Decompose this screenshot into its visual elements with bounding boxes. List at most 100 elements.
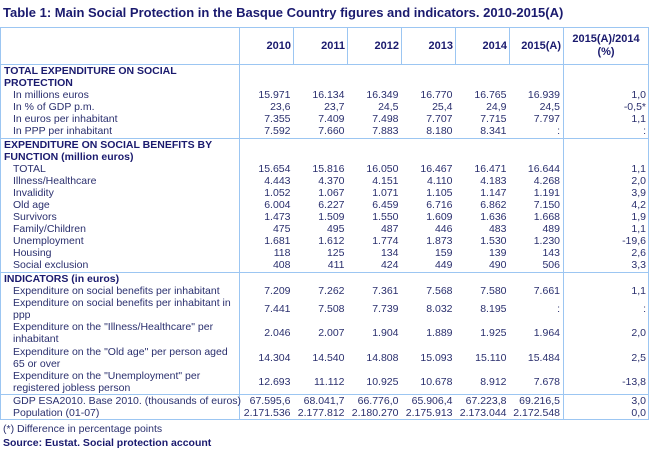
empty-cell	[563, 271, 649, 285]
change-cell: 3,9	[563, 187, 649, 199]
row-label: Population (01-07)	[0, 406, 240, 420]
value-cell-2011: 23,7	[324, 101, 345, 113]
value-cell-2014: 7.580	[480, 284, 507, 297]
change-cell: 4,2	[563, 199, 649, 211]
value-cell-2012: 487	[380, 223, 399, 235]
value-cell-2011: 2.007	[318, 327, 345, 339]
empty-cell	[509, 137, 564, 163]
value-cell-2012: 134	[380, 247, 399, 259]
change-cell: :	[563, 125, 649, 139]
value-cell-2015A: 7.678	[509, 369, 564, 395]
value-cell-2010: 12.693	[239, 369, 294, 395]
value-cell-2013: 159	[434, 247, 453, 259]
value-cell-2015A: 489	[542, 223, 560, 235]
table-row: Family/Children 475 495 487 446 483 489 1,1	[0, 223, 649, 235]
row-label: In millions euros	[0, 89, 240, 101]
row-label: Expenditure on the "Old age" per person …	[0, 345, 240, 370]
value-cell-2013: 25,4	[432, 101, 453, 113]
value-cell-2012: 14.808	[366, 351, 399, 364]
value-cell-2012: 1.904	[372, 327, 399, 339]
value-cell-2013: 1.873	[426, 235, 453, 247]
value-cell-2011: 7.508	[318, 302, 345, 315]
value-cell-2014: 483	[488, 223, 507, 235]
row-label: Old age	[0, 199, 240, 211]
value-cell-2013: 8.180	[401, 125, 456, 139]
table-row: In PPP per inhabitant 7.592 7.660 7.883 8.18…	[0, 125, 649, 139]
value-cell-2014: 67.223,8	[455, 393, 510, 407]
empty-cell	[509, 271, 564, 285]
value-cell-2011: 14.540	[312, 351, 345, 364]
change-cell: :	[563, 296, 649, 321]
value-cell-2014: 8.912	[455, 369, 510, 395]
value-cell-2015A: 7.150	[533, 199, 560, 211]
table-row: Survivors 1.473 1.509 1.550 1.609 1.636 1.668 1…	[0, 211, 649, 223]
row-label: Invalidity	[0, 187, 240, 199]
change-cell: 1,1	[563, 223, 649, 235]
value-cell-2011: 495	[326, 223, 345, 235]
table-row: In millions euros 15.971 16.134 16.349 16.77…	[0, 89, 649, 101]
section-heading-row: EXPENDITURE ON SOCIAL BENEFITS BY FUNCTI…	[0, 137, 649, 163]
value-cell-2012: 1.550	[372, 211, 399, 223]
social-protection-table: 2010 2011 2012 2013 2014 2015(A) 2015(A)…	[0, 27, 649, 420]
row-label: In PPP per inhabitant	[0, 125, 240, 139]
value-cell-2012: 424	[347, 259, 402, 273]
value-cell-2014: 24,9	[486, 101, 507, 113]
change-cell: 2,0	[563, 175, 649, 187]
value-cell-2011: 68.041,7	[293, 393, 348, 407]
row-label: Social exclusion	[0, 259, 240, 273]
value-cell-2010: 7.209	[264, 284, 291, 297]
value-cell-2011: 4.370	[318, 175, 345, 187]
value-cell-2013: 15.093	[420, 351, 453, 364]
value-cell-2015A: 15.484	[527, 351, 560, 364]
value-cell-2014: 15.110	[475, 351, 507, 364]
value-cell-2013: 7.568	[426, 284, 453, 297]
table-row: Population (01-07) 2.171.536 2.177.812 2.18…	[0, 406, 649, 420]
empty-cell	[401, 271, 456, 285]
row-label: Expenditure on social benefits per inhab…	[0, 284, 240, 297]
value-cell-2014: 8.341	[455, 125, 510, 139]
change-cell: 1,9	[563, 211, 649, 223]
table-row: Expenditure on the "Illness/Healthcare" …	[0, 320, 649, 346]
change-cell: 2,0	[563, 320, 649, 346]
value-cell-2010: 475	[272, 223, 291, 235]
empty-cell	[563, 64, 649, 89]
value-cell-2014: 139	[488, 247, 507, 259]
empty-cell	[455, 137, 510, 163]
value-cell-2012: 7.739	[372, 302, 399, 315]
change-cell: 2,5	[563, 345, 649, 370]
empty-cell	[401, 137, 456, 163]
value-cell-2015A: 7.661	[533, 284, 560, 297]
change-cell: 2,6	[563, 247, 649, 259]
value-cell-2012: 6.459	[372, 199, 399, 211]
value-cell-2014: 1.147	[480, 187, 507, 199]
value-cell-2013: 2.175.913	[401, 406, 456, 420]
value-cell-2010: 7.441	[264, 302, 291, 315]
change-cell: 1,1	[563, 284, 649, 297]
table-row: In euros per inhabitant 7.355 7.409 7.498 7.…	[0, 113, 649, 125]
value-cell-2010: 408	[239, 259, 294, 273]
value-cell-2015A: 1.230	[533, 235, 560, 247]
value-cell-2010: 1.473	[264, 211, 291, 223]
section-heading-row: INDICATORS (in euros)	[0, 271, 649, 285]
value-cell-2012: 2.180.270	[347, 406, 402, 420]
table-row: Expenditure on social benefits per inhab…	[0, 284, 649, 297]
value-cell-2011: 1.509	[318, 211, 345, 223]
value-cell-2013: 16.467	[420, 163, 453, 175]
empty-cell	[239, 64, 294, 89]
value-cell-2011: 6.227	[318, 199, 345, 211]
value-cell-2011: 7.660	[293, 125, 348, 139]
table-row: Expenditure on the "Unemployment" per re…	[0, 369, 649, 395]
row-label: Expenditure on the "Illness/Healthcare" …	[0, 320, 240, 346]
source-note: Source: Eustat. Social protection accoun…	[3, 437, 212, 449]
value-cell-2012: 24,5	[378, 101, 399, 113]
value-cell-2013: 65.906,4	[401, 393, 456, 407]
table-row: Housing 118 125 134 159 139 143 2,6	[0, 247, 649, 259]
value-cell-2015A: :	[557, 302, 560, 315]
table-row: Illness/Healthcare 4.443 4.370 4.151 4.110 4.…	[0, 175, 649, 187]
value-cell-2012: 7.883	[347, 125, 402, 139]
row-label: TOTAL	[0, 163, 240, 175]
value-cell-2013: 16.770	[420, 89, 453, 101]
value-cell-2010: 15.971	[258, 89, 291, 101]
value-cell-2015A: :	[509, 125, 564, 139]
change-cell: 1,1	[563, 113, 649, 125]
